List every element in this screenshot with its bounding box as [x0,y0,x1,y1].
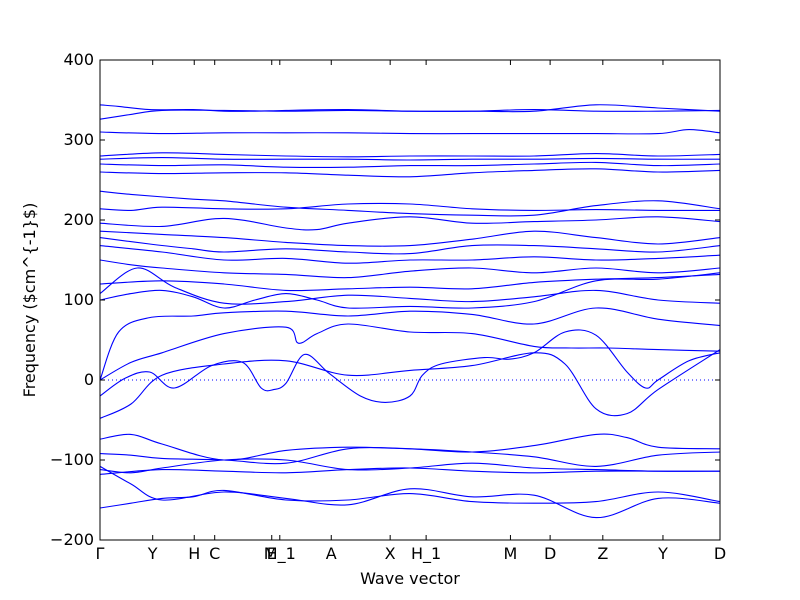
band-line [100,104,720,113]
y-tick-label: 400 [63,50,94,69]
band-line [100,465,720,519]
x-tick-label: D [544,544,556,563]
series-layer [100,104,720,519]
band-line [100,272,720,309]
y-tick-label: −100 [50,450,94,469]
band-line [100,157,720,161]
x-axis-label: Wave vector [360,569,460,588]
x-tick-label: E [267,544,277,563]
y-tick-label: 0 [84,370,94,389]
x-tick-label: C [209,544,220,563]
band-line [100,307,720,381]
band-line [100,349,720,419]
x-tick-label: M_1 [264,544,296,564]
band-line [100,129,720,135]
x-tick-label: X [385,544,396,563]
y-axis-label: Frequency ($cm^{-1}$) [20,203,39,398]
x-tick-label: Y [147,544,158,563]
band-line [100,489,720,509]
band-line [100,237,720,255]
band-line [100,152,720,158]
band-line [100,161,720,169]
band-line [100,202,720,211]
band-line [100,323,720,381]
band-line [100,245,720,264]
y-tick-label: 300 [63,130,94,149]
x-tick-label: H [188,544,200,563]
y-tick-label: −200 [50,530,94,549]
band-line [100,447,720,467]
x-tick-label: Z [597,544,608,563]
x-tick-label: Γ [96,544,105,563]
y-tick-label: 100 [63,290,94,309]
y-axis-ticks: −200 −100 0 100 200 300 400 [50,50,720,549]
x-tick-label: Y [657,544,668,563]
band-line [100,230,720,247]
band-line [100,458,720,474]
band-line [100,109,720,120]
band-line [100,168,720,178]
x-tick-label: A [326,544,337,563]
y-tick-label: 200 [63,210,94,229]
x-axis-ticks: Γ Y H C EM_1 A X H_1 M D Z Y D [96,60,726,564]
band-line [100,267,720,305]
x-tick-label: H_1 [411,544,441,564]
x-tick-label: M [504,544,518,563]
band-line [100,259,720,279]
band-line [100,190,720,217]
x-tick-label: D [714,544,726,563]
band-line [100,216,720,231]
band-line [100,467,720,475]
